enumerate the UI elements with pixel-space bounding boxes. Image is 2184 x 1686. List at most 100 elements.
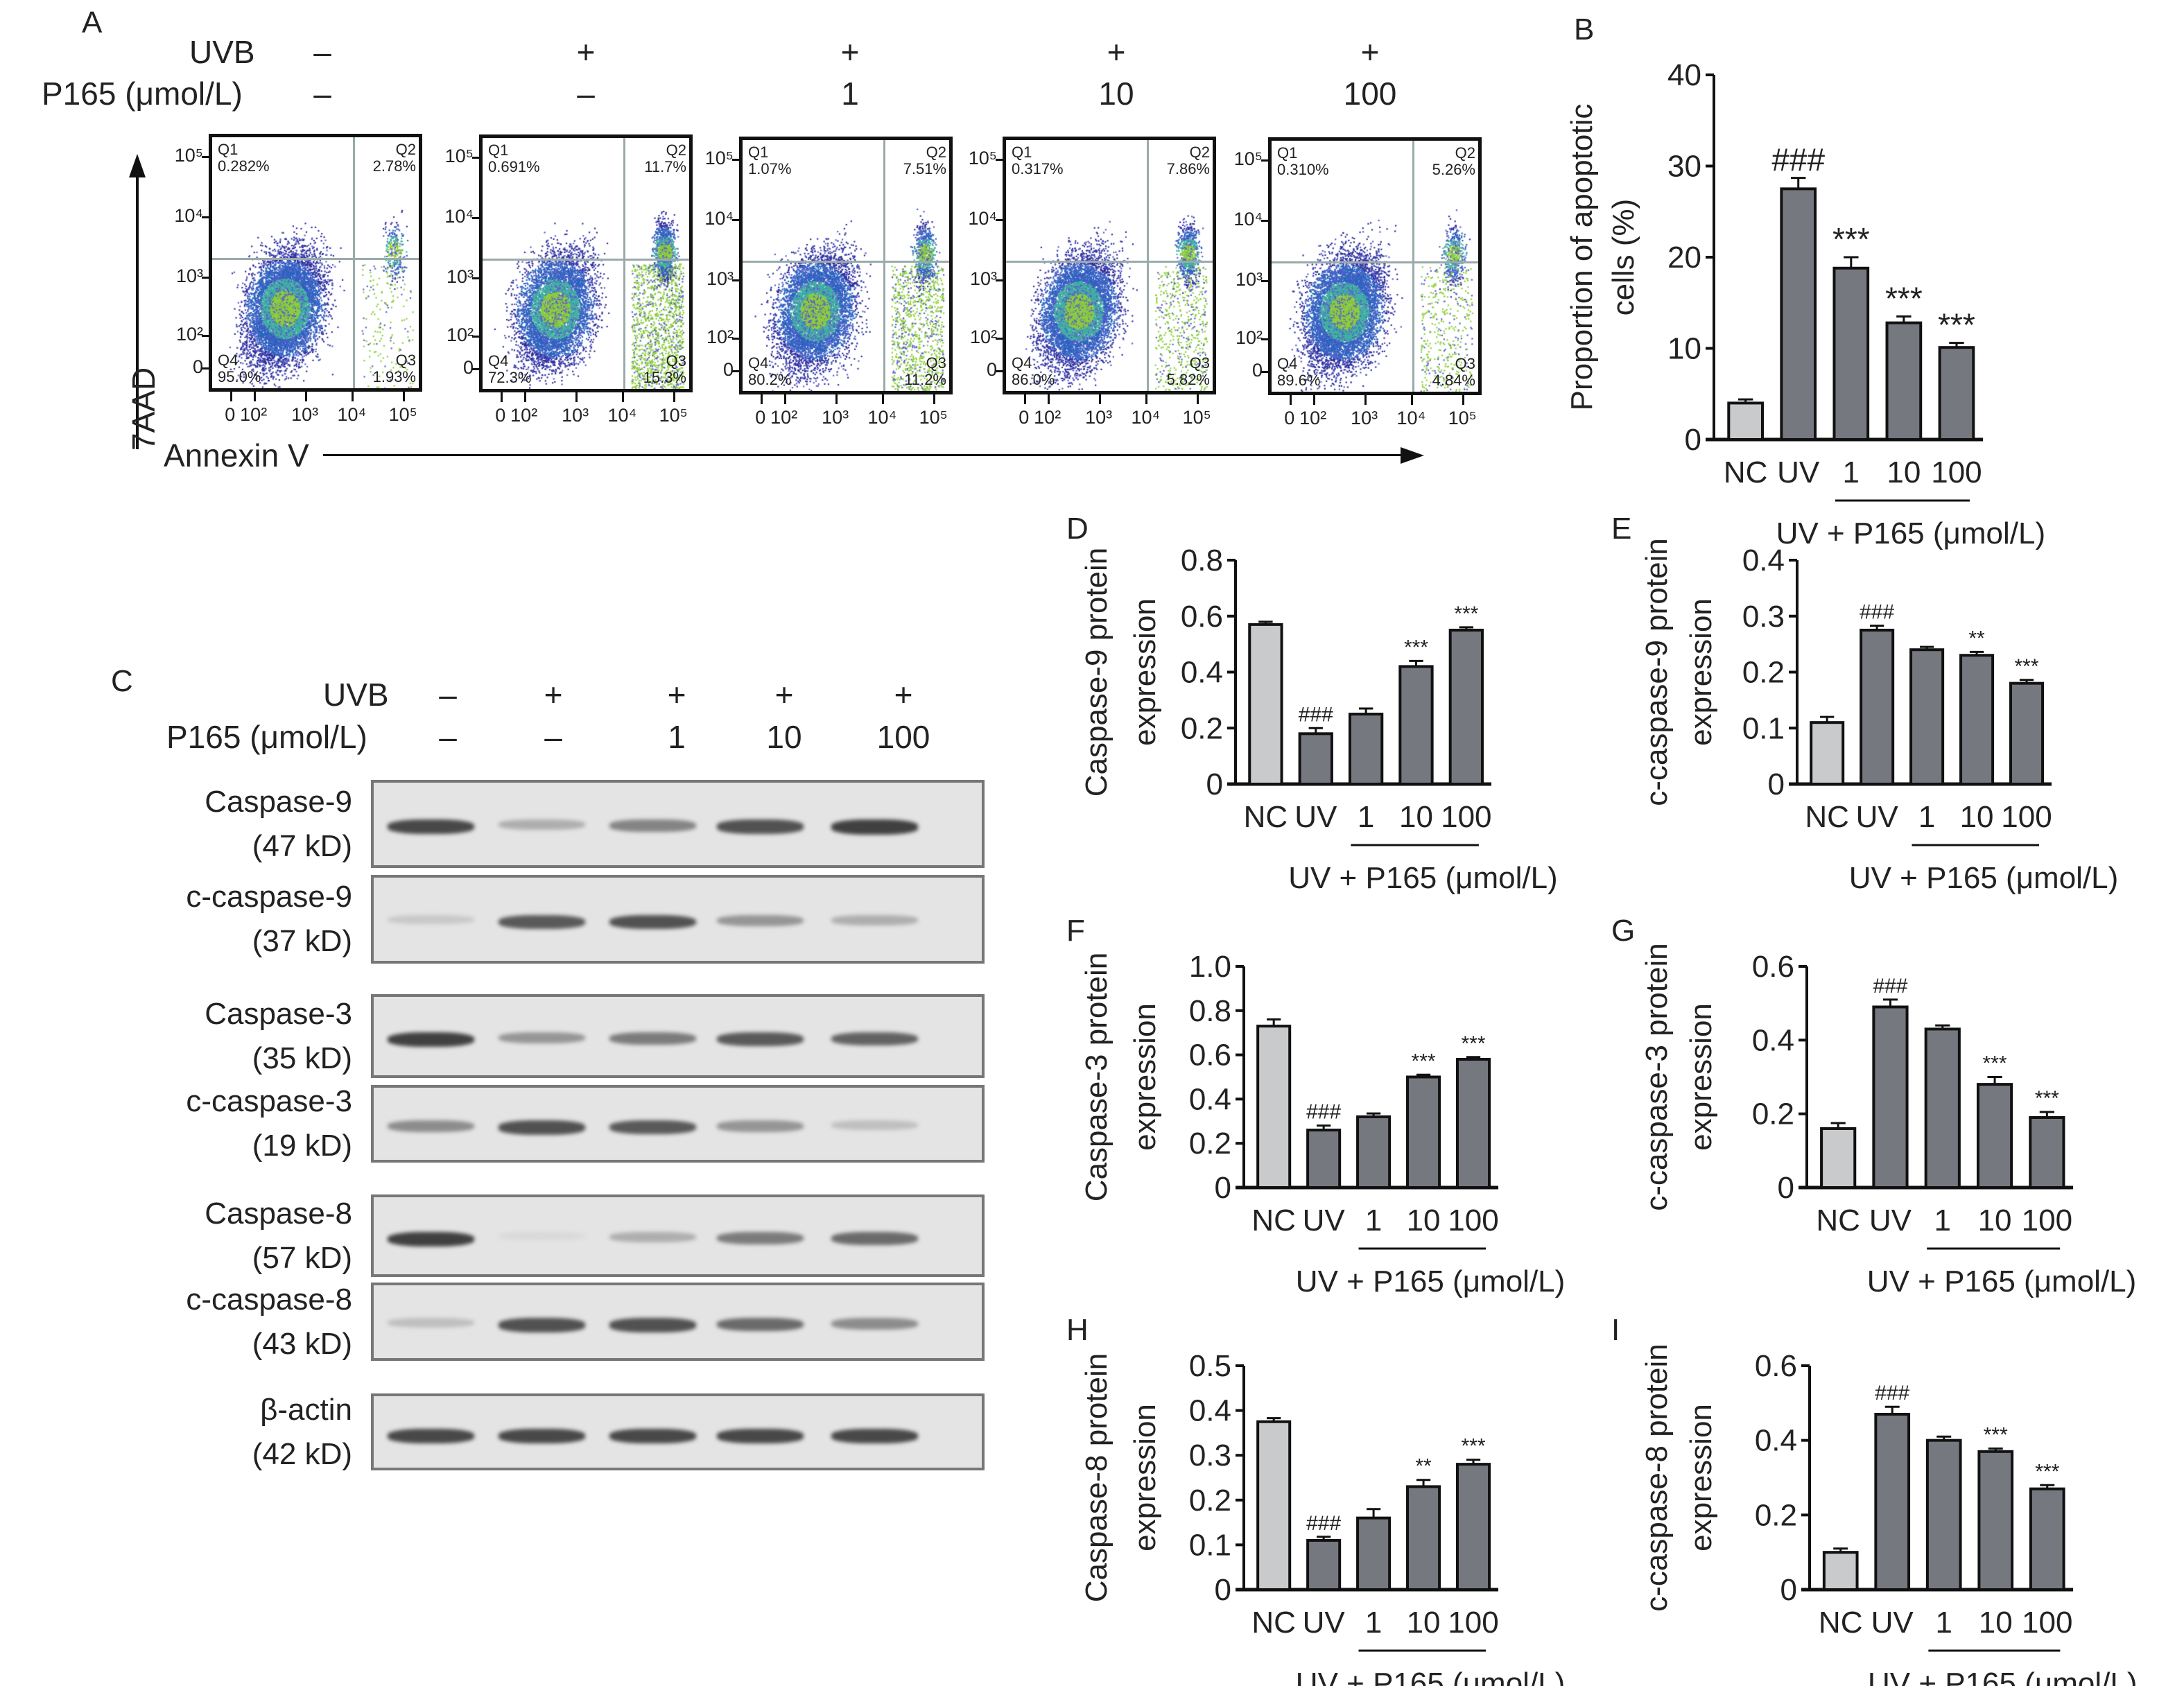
quadrant-gate-vertical[interactable]	[883, 140, 885, 391]
bar-100	[2029, 1115, 2065, 1189]
y-axis-label: Caspase-8 protein	[1080, 1353, 1113, 1603]
y-axis-label: expression	[1128, 1003, 1162, 1151]
protein-band	[499, 1120, 585, 1135]
y-axis-label: cells (%)	[1606, 199, 1640, 316]
flow-p165-value: 1	[841, 76, 859, 112]
western-blot-strip	[371, 780, 985, 868]
quadrant-gate-horizontal[interactable]	[1272, 261, 1478, 263]
flow-y-tick-label: 10⁴	[444, 206, 474, 227]
y-tick-label: 0.2	[1181, 711, 1223, 745]
quadrant-gate-horizontal[interactable]	[212, 257, 419, 260]
flow-x-tick	[1197, 394, 1199, 404]
flow-x-tick-label: 10³	[1085, 407, 1113, 428]
bar-10	[1406, 1075, 1441, 1189]
protein-name: Caspase-9	[205, 784, 352, 819]
flow-uvb-value: +	[1107, 34, 1126, 70]
x-tick-label: 1	[1365, 1606, 1382, 1640]
scatter-density	[743, 140, 949, 391]
flow-x-tick-label: 10³	[291, 404, 319, 425]
quadrant-name: Q2	[926, 144, 946, 161]
flow-x-tick	[500, 392, 503, 402]
y-tick-label: 40	[1667, 58, 1701, 92]
protein-band	[499, 1032, 585, 1044]
flow-y-tick	[1261, 159, 1268, 162]
quadrant-q2: Q2 2.78%	[373, 141, 416, 175]
y-axis-label: expression	[1684, 598, 1718, 746]
y-tick-label: 30	[1667, 150, 1701, 184]
flow-x-tick-label: 10⁴	[1396, 408, 1426, 428]
quadrant-percent: 95.0%	[218, 368, 261, 385]
flow-x-tick-label: 0	[1019, 407, 1030, 428]
protein-band	[717, 914, 804, 927]
significance-annotation: ***	[1885, 280, 1923, 316]
x-tick-label: UV	[1303, 1203, 1346, 1237]
flow-x-tick-label: 10²	[240, 404, 268, 425]
flow-x-tick	[1411, 395, 1414, 405]
flow-y-tick-label: 10³	[175, 266, 203, 287]
flow-x-tick-label: 10³	[822, 407, 849, 428]
molecular-weight: (47 kD)	[252, 828, 352, 863]
quadrant-gate-vertical[interactable]	[1146, 140, 1149, 391]
quadrant-q1: Q1 0.691%	[488, 142, 540, 175]
flow-y-tick-label: 10⁵	[174, 144, 203, 166]
flow-y-tick	[472, 367, 479, 370]
blot-p165-label: P165 (μmol/L)	[166, 719, 367, 755]
flow-y-tick-label: 0	[1251, 359, 1263, 381]
x-tick-label: 100	[1931, 455, 1982, 489]
flow-x-tick-label: 10²	[1034, 407, 1061, 428]
flow-x-tick-label: 10²	[770, 407, 798, 428]
quadrant-gate-vertical[interactable]	[1412, 141, 1414, 392]
bar-UV	[1874, 1412, 1911, 1591]
flow-y-tick-label: 0	[986, 358, 997, 380]
quadrant-gate-vertical[interactable]	[623, 138, 625, 389]
significance-annotation: ###	[1299, 703, 1333, 726]
quadrant-name: Q4	[1012, 354, 1032, 372]
quadrant-gate-horizontal[interactable]	[743, 260, 949, 263]
flow-x-tick	[882, 394, 885, 404]
flow-y-tick	[202, 277, 209, 279]
y-tick-label: 0.5	[1189, 1349, 1231, 1383]
quadrant-name: Q2	[1455, 144, 1475, 162]
x-tick-label: UV	[1869, 1203, 1912, 1237]
x-tick-label: 10	[1960, 800, 1994, 834]
chart-e: 0 0.1 0.2 0.3 0.4 NC ### UV 1 ** 10 *** 100 UV + P165…	[1640, 538, 2118, 895]
quadrant-gate-vertical[interactable]	[352, 137, 355, 388]
y-tick-label: 0.6	[1752, 950, 1794, 984]
quadrant-percent: 11.7%	[644, 158, 686, 175]
panel-label-b: B	[1574, 12, 1595, 46]
protein-name: Caspase-3	[205, 996, 352, 1031]
bar-100	[2029, 1487, 2065, 1591]
x-axis-label: UV + P165 (μmol/L)	[1296, 1667, 1566, 1686]
western-blot-strip	[371, 1085, 985, 1163]
bar-1	[1356, 1115, 1392, 1190]
y-tick-label: 0	[1768, 767, 1785, 801]
flow-y-tick	[202, 155, 209, 158]
molecular-weight: (43 kD)	[252, 1326, 352, 1361]
flow-x-tick-label: 10³	[1351, 408, 1378, 428]
bar-UV	[1860, 628, 1895, 785]
quadrant-percent: 5.26%	[1432, 161, 1475, 178]
y-tick-label: 0.8	[1181, 544, 1223, 577]
quadrant-name: Q1	[1277, 144, 1298, 162]
chart-d: 0 0.2 0.4 0.6 0.8 NC ### UV 1 *** 10 *** 100 UV + P16…	[1080, 544, 1558, 895]
arrow-up-icon	[129, 154, 146, 177]
flow-x-tick	[1145, 394, 1148, 404]
molecular-weight: (19 kD)	[252, 1129, 352, 1163]
bar-10	[1406, 1485, 1441, 1591]
significance-annotation: ***	[2035, 1460, 2059, 1483]
blot-row-label: c-caspase-9 (37 kD)	[33, 875, 352, 964]
flow-x-tick	[403, 392, 406, 401]
flow-y-tick-label: 10⁴	[968, 208, 997, 229]
quadrant-percent: 0.310%	[1277, 161, 1329, 178]
y-tick-label: 0.4	[1752, 1023, 1794, 1057]
x-tick-label: 10	[1407, 1606, 1441, 1640]
bar-UV	[1298, 732, 1333, 785]
y-tick-label: 0.6	[1755, 1349, 1797, 1383]
flow-uvb-value: +	[576, 34, 596, 70]
protein-band	[717, 1120, 804, 1132]
quadrant-gate-horizontal[interactable]	[1006, 260, 1213, 263]
protein-band	[388, 1032, 474, 1048]
flow-y-tick	[202, 367, 209, 370]
quadrant-gate-horizontal[interactable]	[483, 258, 689, 261]
y-tick-label: 0	[1215, 1171, 1231, 1205]
